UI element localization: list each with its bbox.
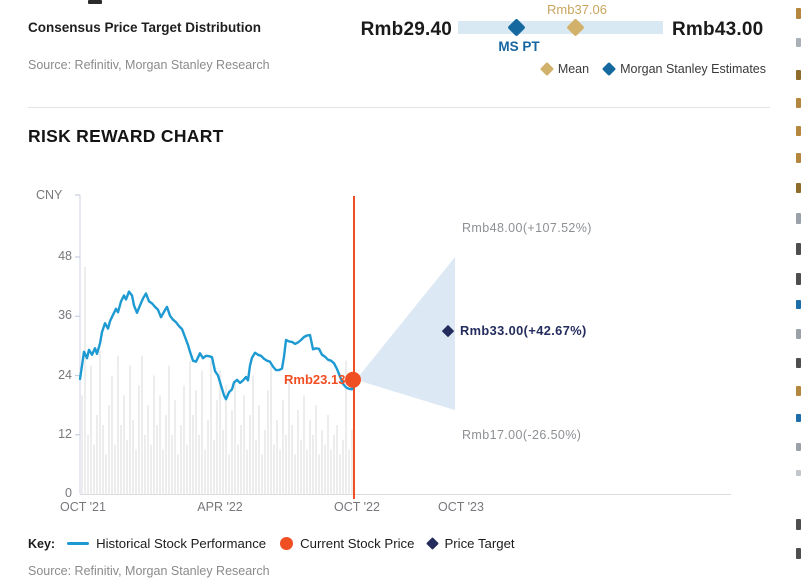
clipped-text-fragment bbox=[796, 8, 801, 19]
clipped-text-fragment bbox=[796, 98, 801, 108]
x-tick-oct23: OCT '23 bbox=[438, 500, 484, 514]
clipped-text-fragment bbox=[796, 213, 801, 224]
clipped-text-fragment bbox=[796, 329, 801, 339]
consensus-high-value: Rmb43.00 bbox=[672, 19, 764, 40]
key-target-label: Price Target bbox=[444, 536, 515, 551]
y-tick-24: 24 bbox=[58, 368, 72, 382]
price-target-label: Rmb33.00(+42.67%) bbox=[460, 323, 587, 338]
key-label: Key: bbox=[28, 536, 56, 551]
key-item-current-price: Current Stock Price bbox=[280, 536, 414, 551]
y-tick-36: 36 bbox=[58, 308, 72, 322]
clipped-text-fragment bbox=[796, 358, 801, 368]
clipped-text-fragment bbox=[796, 548, 801, 559]
clipped-text-fragment bbox=[796, 183, 801, 193]
y-tick-0: 0 bbox=[65, 486, 72, 500]
clipped-text-fragment bbox=[796, 300, 801, 309]
clipped-text-fragment bbox=[796, 70, 801, 80]
key-current-label: Current Stock Price bbox=[300, 536, 415, 551]
clipped-text-fragment bbox=[796, 443, 801, 451]
legend-mean-label: Mean bbox=[557, 62, 590, 76]
legend-item-ms-estimates: Morgan Stanley Estimates bbox=[602, 61, 766, 77]
section-divider bbox=[28, 107, 770, 108]
consensus-legend: Mean Morgan Stanley Estimates bbox=[539, 61, 766, 77]
legend-item-mean: Mean bbox=[539, 61, 590, 77]
ms-pt-label: MS PT bbox=[498, 39, 540, 54]
line-swatch-icon bbox=[67, 542, 90, 545]
clipped-text-fragment bbox=[796, 386, 801, 396]
chart-key: Key: Historical Stock Performance Curren… bbox=[28, 536, 529, 551]
clipped-text-fragment bbox=[796, 243, 801, 255]
y-axis-unit-label: CNY bbox=[36, 188, 63, 202]
key-item-price-target: Price Target bbox=[426, 536, 515, 551]
clipped-text-fragment bbox=[88, 0, 102, 4]
x-tick-oct21: OCT '21 bbox=[60, 500, 106, 514]
clipped-text-fragment bbox=[796, 470, 801, 476]
clipped-text-fragment bbox=[796, 38, 801, 47]
clipped-text-fragment bbox=[796, 519, 801, 530]
x-tick-apr22: APR '22 bbox=[197, 500, 243, 514]
ms-estimate-diamond-icon bbox=[602, 61, 617, 77]
consensus-mean-value: Rmb37.06 bbox=[547, 2, 607, 17]
clipped-text-fragment bbox=[796, 153, 801, 163]
diamond-swatch-icon bbox=[426, 537, 440, 550]
clipped-text-fragment bbox=[796, 126, 801, 136]
key-item-historical: Historical Stock Performance bbox=[67, 536, 266, 551]
consensus-source: Source: Refinitiv, Morgan Stanley Resear… bbox=[28, 58, 270, 72]
key-historical-label: Historical Stock Performance bbox=[96, 536, 267, 551]
clipped-text-fragment bbox=[796, 414, 801, 422]
consensus-low-value: Rmb29.40 bbox=[360, 19, 452, 40]
x-tick-oct22: OCT '22 bbox=[334, 500, 380, 514]
consensus-range-bar bbox=[458, 21, 663, 34]
bear-case-label: Rmb17.00(-26.50%) bbox=[462, 428, 582, 442]
dot-swatch-icon bbox=[280, 537, 294, 550]
mean-diamond-icon bbox=[539, 61, 554, 77]
legend-ms-label: Morgan Stanley Estimates bbox=[620, 62, 766, 76]
bull-case-label: Rmb48.00(+107.52%) bbox=[462, 221, 592, 235]
y-tick-12: 12 bbox=[58, 427, 72, 441]
y-tick-48: 48 bbox=[58, 249, 72, 263]
consensus-title: Consensus Price Target Distribution bbox=[28, 20, 262, 35]
risk-reward-title: RISK REWARD CHART bbox=[28, 126, 224, 146]
current-price-label: Rmb23.13 bbox=[284, 372, 346, 387]
clipped-text-fragment bbox=[796, 273, 801, 285]
risk-reward-source: Source: Refinitiv, Morgan Stanley Resear… bbox=[28, 564, 270, 578]
